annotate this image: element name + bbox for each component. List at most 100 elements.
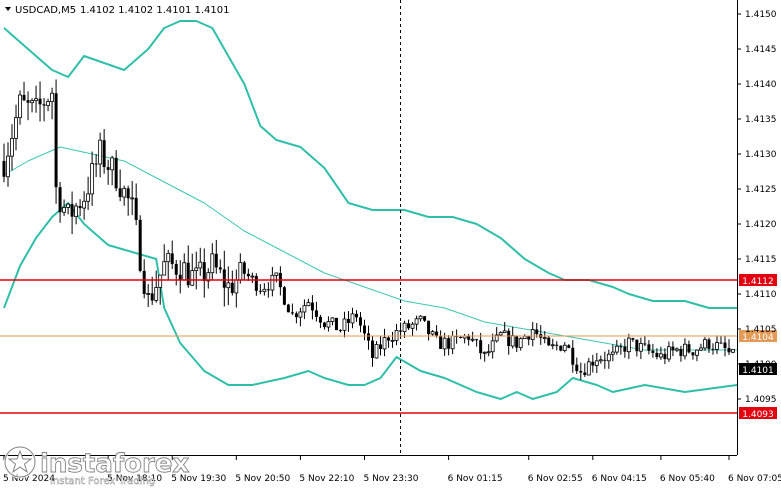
candle-body-down bbox=[711, 348, 715, 350]
candle-body-up bbox=[166, 252, 171, 263]
candle-body-up bbox=[675, 348, 679, 351]
candle-body-up bbox=[194, 267, 199, 271]
candle-body-up bbox=[250, 275, 255, 278]
candle-body-up bbox=[402, 322, 407, 333]
candle-body-up bbox=[46, 101, 50, 106]
candle-body-down bbox=[719, 342, 723, 344]
candle-body-up bbox=[238, 262, 243, 281]
candle-body-down bbox=[246, 273, 250, 277]
candle-body-down bbox=[367, 333, 370, 341]
candle-body-up bbox=[326, 321, 331, 328]
time-tick-label: 6 Nov 02:55 bbox=[528, 474, 583, 484]
candle-body-down bbox=[354, 313, 358, 318]
candle-body-up bbox=[14, 117, 18, 139]
candle-body-down bbox=[427, 320, 431, 335]
candle-body-up bbox=[610, 351, 615, 355]
watermark-brand: instaforex bbox=[40, 449, 190, 479]
candle-body-down bbox=[38, 98, 42, 105]
candle-body-up bbox=[10, 137, 14, 157]
resistance-level-label: 1.4112 bbox=[742, 277, 774, 287]
candle-body-down bbox=[655, 352, 659, 358]
candle-body-down bbox=[322, 322, 326, 328]
candle-body-up bbox=[715, 342, 719, 350]
candle-body-down bbox=[138, 219, 142, 271]
candle-body-down bbox=[294, 313, 298, 318]
current-price-label: 1.4101 bbox=[742, 366, 774, 376]
price-tick-label: 1.4130 bbox=[745, 150, 777, 160]
candle-body-up bbox=[659, 353, 663, 358]
candle-body-up bbox=[550, 344, 555, 347]
candle-body-down bbox=[623, 346, 627, 352]
candle-body-up bbox=[683, 343, 687, 357]
chart-header: USDCAD,M5 1.4102 1.4102 1.4101 1.4101 bbox=[5, 5, 230, 16]
candle-body-down bbox=[479, 340, 483, 354]
candle-body-down bbox=[547, 337, 551, 346]
candle-body-down bbox=[2, 161, 6, 177]
candle-body-down bbox=[423, 316, 427, 321]
candle-body-down bbox=[647, 344, 651, 351]
candle-body-up bbox=[154, 287, 159, 301]
candle-body-up bbox=[482, 351, 487, 354]
candle-body-down bbox=[282, 287, 286, 305]
candle-body-up bbox=[342, 318, 347, 331]
candle-body-up bbox=[270, 274, 275, 291]
candle-body-down bbox=[619, 346, 623, 348]
candle-body-up bbox=[626, 337, 631, 353]
candle-body-down bbox=[54, 93, 58, 188]
candle-body-up bbox=[86, 193, 91, 202]
candle-body-down bbox=[22, 95, 26, 101]
watermark-tagline: Instant Forex Trading bbox=[50, 476, 155, 487]
candle-body-down bbox=[362, 325, 366, 334]
candle-body-up bbox=[394, 330, 399, 341]
candle-body-up bbox=[274, 272, 279, 276]
candle-body-down bbox=[643, 343, 647, 345]
candle-body-down bbox=[266, 289, 270, 291]
candle-body-up bbox=[699, 347, 703, 351]
candle-body-down bbox=[242, 262, 246, 274]
candle-body-up bbox=[490, 340, 495, 353]
price-tick-label: 1.4135 bbox=[745, 115, 777, 125]
bid-price-tag bbox=[739, 330, 777, 342]
ohlc-values: 1.4102 1.4102 1.4101 1.4101 bbox=[80, 5, 230, 16]
candle-body-down bbox=[567, 345, 571, 348]
time-tick-label: 6 Nov 01:15 bbox=[448, 474, 503, 484]
candle-body-down bbox=[559, 345, 563, 351]
candle-body-down bbox=[258, 290, 262, 292]
symbol-dropdown-icon[interactable] bbox=[5, 7, 11, 11]
candle-body-down bbox=[334, 317, 338, 331]
price-tick-label: 1.4095 bbox=[745, 395, 777, 405]
time-tick-label: 5 Nov 23:30 bbox=[363, 474, 418, 484]
candle-body-up bbox=[486, 351, 491, 354]
price-tick-label: 1.4105 bbox=[745, 325, 777, 335]
candle-body-up bbox=[442, 337, 447, 350]
candle-body-down bbox=[290, 312, 294, 314]
candle-body-up bbox=[695, 349, 699, 356]
candle-body-up bbox=[82, 200, 87, 209]
candle-body-down bbox=[635, 339, 639, 352]
bid-price-label: 1.4104 bbox=[742, 333, 774, 343]
candle-body-down bbox=[314, 310, 318, 317]
candle-body-up bbox=[130, 197, 135, 200]
candle-body-down bbox=[254, 276, 258, 291]
candle-body-down bbox=[583, 372, 587, 376]
candle-body-down bbox=[58, 187, 62, 213]
candle-body-down bbox=[26, 100, 30, 103]
upper-band-line bbox=[3, 20, 737, 309]
candle-body-up bbox=[430, 331, 435, 335]
candle-body-down bbox=[338, 330, 342, 332]
candle-body-up bbox=[306, 302, 311, 307]
candle-body-up bbox=[374, 344, 379, 359]
watermark-star-icon bbox=[3, 445, 37, 479]
candle-body-up bbox=[542, 337, 547, 340]
candle-body-up bbox=[350, 313, 355, 324]
candle-body-down bbox=[230, 282, 234, 293]
price-tick-label: 1.4125 bbox=[745, 185, 777, 195]
candle-body-up bbox=[182, 262, 187, 281]
candle-body-down bbox=[218, 267, 222, 270]
candle-body-down bbox=[687, 344, 691, 353]
candle-body-up bbox=[66, 203, 70, 208]
time-tick-label: 6 Nov 07:05 bbox=[728, 474, 781, 484]
candle-body-up bbox=[206, 272, 211, 282]
